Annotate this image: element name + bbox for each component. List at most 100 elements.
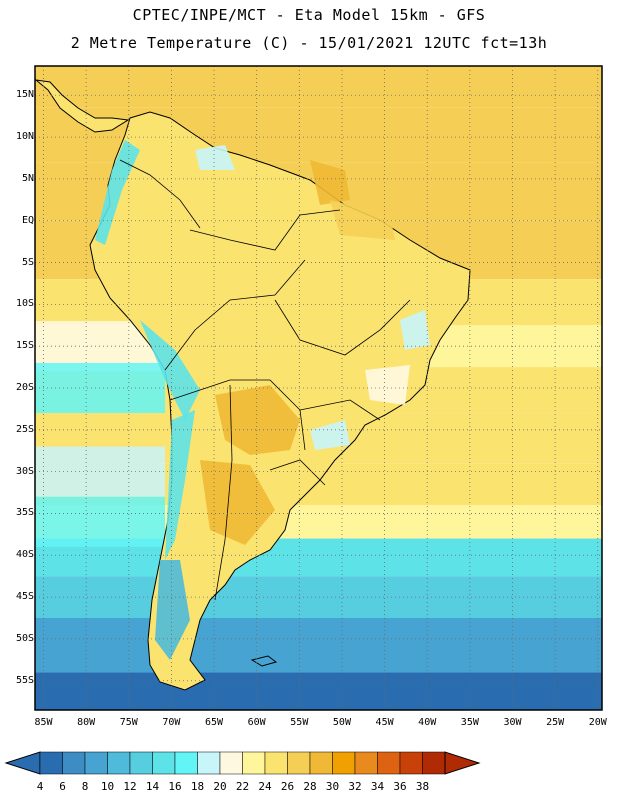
land-temperature-patch	[400, 310, 430, 350]
colorbar-swatch	[242, 751, 266, 775]
border-line	[169, 379, 306, 451]
longitude-label: 85W	[34, 717, 53, 728]
longitude-label: 20W	[588, 717, 607, 728]
colorbar-swatch	[107, 751, 131, 775]
map-subtitle: 2 Metre Temperature (C) - 15/01/2021 12U…	[70, 34, 548, 52]
latitude-label: 30S	[15, 465, 34, 477]
ocean-band	[35, 66, 602, 108]
colorbar-swatch	[287, 751, 311, 775]
falkland-islands	[250, 655, 278, 667]
lat-lon-grid	[35, 66, 602, 710]
colorbar-tick-label: 4	[36, 780, 44, 793]
ocean-band	[35, 618, 602, 673]
colorbar-tick-label: 24	[258, 780, 272, 793]
land-temperature-patch	[365, 365, 410, 405]
latitude-label: 20S	[15, 382, 34, 393]
colorbar-swatch	[197, 751, 221, 775]
latitude-label: 25S	[15, 423, 34, 435]
land-temperature-patch	[215, 385, 300, 455]
colorbar-tick-label: 28	[303, 780, 317, 793]
colorbar-swatch	[332, 751, 356, 775]
longitude-label: 40W	[418, 717, 437, 728]
colorbar-swatch	[39, 751, 63, 775]
colorbar-swatch	[399, 751, 423, 775]
colorbar-tick-label: 12	[123, 780, 137, 793]
colorbar-high-arrow	[444, 751, 481, 775]
country-borders	[119, 159, 411, 601]
pacific-cold-band	[35, 362, 165, 414]
colorbar-swatch	[129, 751, 153, 775]
latitude-label: 45S	[15, 591, 34, 603]
colorbar-tick-label: 20	[213, 780, 227, 793]
latitude-label: 10N	[15, 131, 34, 143]
colorbar-tick-label: 34	[370, 780, 385, 793]
temperature-map	[34, 65, 603, 711]
latitude-label: 40S	[15, 549, 34, 561]
latitude-label: EQ	[21, 214, 34, 226]
colorbar-tick-label: 6	[59, 780, 66, 793]
longitude-label: 25W	[546, 717, 565, 728]
colorbar-swatch	[152, 751, 176, 775]
colorbar-tick-label: 18	[190, 780, 205, 793]
ocean-band	[35, 576, 602, 618]
colorbar-swatch	[422, 751, 446, 775]
colorbar-tick-label: 32	[348, 780, 362, 793]
colorbar-swatch	[354, 751, 378, 775]
longitude-label: 80W	[77, 717, 96, 728]
longitude-label: 50W	[332, 717, 351, 728]
colorbar-swatch	[377, 751, 401, 775]
colorbar-tick-label: 22	[235, 780, 250, 793]
longitude-label: 45W	[375, 717, 394, 728]
border-line	[119, 159, 201, 229]
longitude-label: 30W	[503, 717, 522, 728]
colorbar-swatch	[219, 751, 243, 775]
latitude-label: 50S	[15, 632, 34, 644]
ocean-band	[35, 672, 602, 710]
land-temperature-patch	[195, 145, 235, 170]
land-temperature-patch	[330, 200, 395, 240]
border-line	[269, 459, 326, 486]
colorbar-swatch	[309, 751, 333, 775]
land-temperature-patch	[155, 560, 190, 660]
colorbar-swatch	[62, 751, 86, 775]
pacific-cold-band	[35, 496, 165, 547]
central-america-land	[34, 79, 130, 133]
longitude-label: 70W	[162, 717, 181, 728]
longitude-label: 60W	[247, 717, 266, 728]
colorbar-tick-label: 8	[81, 780, 89, 793]
colorbar-tick-label: 14	[145, 780, 160, 793]
map-frame	[34, 65, 603, 711]
border-line	[164, 259, 306, 371]
colorbar-tick-label: 16	[168, 780, 182, 793]
colorbar-tick-label: 26	[280, 780, 295, 793]
map-title: CPTEC/INPE/MCT - Eta Model 15km - GFS	[132, 6, 486, 24]
border-line	[299, 399, 381, 421]
colorbar-low-arrow	[4, 751, 41, 775]
longitude-label: 35W	[460, 717, 479, 728]
latitude-label: 55S	[15, 674, 34, 686]
border-line	[274, 299, 411, 356]
colorbar-swatch	[84, 751, 108, 775]
latitude-label: 5S	[21, 256, 34, 268]
colorbar-tick-label: 30	[325, 780, 340, 793]
border-line	[214, 384, 233, 601]
latitude-label: 10S	[15, 298, 34, 310]
colorbar-tick-label: 10	[100, 780, 115, 793]
latitude-label: 5N	[21, 172, 34, 184]
land-temperature-patch	[310, 160, 350, 205]
longitude-label: 55W	[290, 717, 309, 728]
latitude-label: 15N	[15, 89, 34, 101]
latitude-label: 15S	[15, 340, 34, 352]
land-temperature-patch	[165, 410, 195, 560]
colorbar-swatch	[174, 751, 198, 775]
border-line	[189, 209, 341, 251]
colorbar-swatch	[264, 751, 288, 775]
longitude-label: 75W	[119, 717, 138, 728]
latitude-label: 35S	[15, 507, 34, 519]
pacific-cold-band	[35, 446, 165, 497]
colorbar-tick-label: 36	[393, 780, 407, 793]
colorbar	[4, 751, 481, 775]
land-temperature-patch	[200, 460, 275, 545]
land-temperature-patch	[310, 420, 350, 450]
longitude-label: 65W	[205, 717, 224, 728]
